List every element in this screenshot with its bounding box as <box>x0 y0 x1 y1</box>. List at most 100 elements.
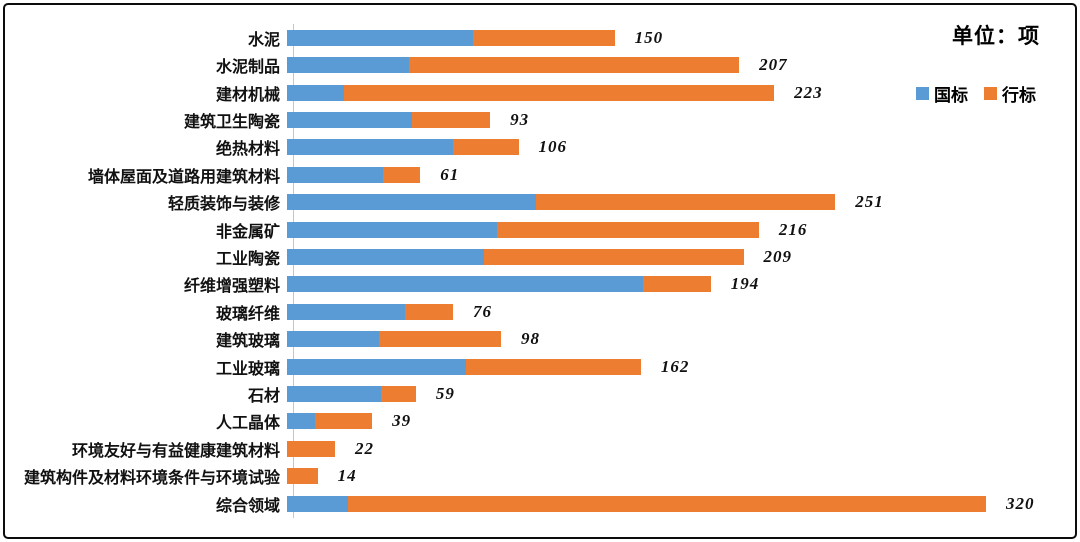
legend: 国标 行标 <box>916 81 1036 106</box>
bar-segment-国标 <box>287 111 412 128</box>
category-label: 建材机械 <box>215 86 280 104</box>
legend-label-guobiao: 国标 <box>934 86 968 105</box>
category-label: 综合领域 <box>215 497 280 515</box>
bar-segment-国标 <box>287 413 316 430</box>
total-value-label: 22 <box>355 438 375 458</box>
total-value-label: 61 <box>440 164 460 184</box>
chart-row: 建筑卫生陶瓷 93 <box>0 106 1080 133</box>
bar-segment-国标 <box>287 84 344 101</box>
total-value-label: 207 <box>759 55 788 75</box>
total-value-label: 162 <box>660 356 690 376</box>
bar-segment-行标 <box>348 495 986 512</box>
bar-segment-行标 <box>383 166 421 183</box>
bar-segment-行标 <box>378 331 502 348</box>
chart-row: 建筑构件及材料环境条件与环境试验 14 <box>0 463 1080 490</box>
bar-segment-国标 <box>287 166 384 183</box>
chart-row: 水泥制品 207 <box>0 51 1080 78</box>
stacked-bar <box>287 495 986 512</box>
legend-swatch-guobiao <box>916 87 929 100</box>
unit-label: 单位：项 <box>952 25 1040 48</box>
chart-row: 建筑玻璃 98 <box>0 325 1080 352</box>
bar-segment-行标 <box>466 358 641 375</box>
bar-segment-国标 <box>287 358 467 375</box>
y-axis-line <box>293 24 294 518</box>
stacked-bar <box>287 276 711 293</box>
chart-row: 轻质装饰与装修 251 <box>0 188 1080 215</box>
bar-segment-国标 <box>287 194 537 211</box>
bar-rows: 水泥 150 水泥制品 207 建材机械 223 建筑卫生陶瓷 93 绝热材料 106 墙体屋面及道… <box>0 24 1080 517</box>
category-label: 工业玻璃 <box>215 360 280 378</box>
stacked-bar <box>287 385 416 402</box>
stacked-bar <box>287 84 775 101</box>
total-value-label: 39 <box>392 411 412 431</box>
chart-row: 建材机械 223 <box>0 79 1080 106</box>
chart-row: 工业玻璃 162 <box>0 353 1080 380</box>
legend-item-hangbiao: 行标 <box>984 81 1036 106</box>
total-value-label: 76 <box>473 301 492 321</box>
stacked-bar <box>287 111 491 128</box>
stacked-bar <box>287 57 740 74</box>
stacked-bar <box>287 139 519 156</box>
bar-segment-行标 <box>472 29 615 46</box>
total-value-label: 14 <box>337 466 357 486</box>
category-label: 石材 <box>247 387 280 405</box>
stacked-bar <box>287 166 421 183</box>
bar-segment-国标 <box>287 385 381 402</box>
chart-row: 环境友好与有益健康建筑材料 22 <box>0 435 1080 462</box>
bar-segment-国标 <box>287 276 644 293</box>
bar-segment-国标 <box>287 139 453 156</box>
bar-segment-行标 <box>315 413 373 430</box>
total-value-label: 150 <box>634 27 664 47</box>
chart-row: 纤维增强塑料 194 <box>0 271 1080 298</box>
legend-label-hangbiao: 行标 <box>1002 86 1036 105</box>
legend-swatch-hangbiao <box>984 87 997 100</box>
bar-segment-行标 <box>411 111 491 128</box>
bar-segment-国标 <box>287 57 410 74</box>
stacked-bar <box>287 221 759 238</box>
category-label: 环境友好与有益健康建筑材料 <box>71 442 280 460</box>
bar-segment-行标 <box>536 194 836 211</box>
stacked-bar <box>287 331 502 348</box>
category-label: 建筑卫生陶瓷 <box>183 113 280 131</box>
bar-segment-行标 <box>287 440 336 457</box>
legend-item-guobiao: 国标 <box>916 81 968 106</box>
chart-row: 非金属矿 216 <box>0 216 1080 243</box>
bar-segment-行标 <box>343 84 775 101</box>
total-value-label: 209 <box>763 246 793 266</box>
stacked-bar <box>287 358 641 375</box>
stacked-bar <box>287 413 373 430</box>
bar-segment-国标 <box>287 248 484 265</box>
stacked-bar <box>287 194 836 211</box>
category-label: 墙体屋面及道路用建筑材料 <box>87 168 280 186</box>
bar-segment-国标 <box>287 303 405 320</box>
bar-segment-行标 <box>380 385 416 402</box>
total-value-label: 251 <box>855 192 884 212</box>
category-label: 建筑构件及材料环境条件与环境试验 <box>23 470 280 488</box>
bar-segment-行标 <box>483 248 744 265</box>
bar-segment-国标 <box>287 495 349 512</box>
chart-row: 综合领域 320 <box>0 490 1080 517</box>
chart-row: 绝热材料 106 <box>0 134 1080 161</box>
chart-row: 墙体屋面及道路用建筑材料 61 <box>0 161 1080 188</box>
stacked-bar <box>287 303 453 320</box>
bar-segment-行标 <box>496 221 759 238</box>
total-value-label: 106 <box>538 137 568 157</box>
chart-row: 玻璃纤维 76 <box>0 298 1080 325</box>
category-label: 水泥制品 <box>215 59 280 77</box>
total-value-label: 194 <box>730 274 760 294</box>
total-value-label: 59 <box>435 383 455 403</box>
category-label: 建筑玻璃 <box>215 333 280 351</box>
bar-segment-行标 <box>643 276 711 293</box>
total-value-label: 320 <box>1005 493 1035 513</box>
bar-segment-国标 <box>287 331 379 348</box>
category-label: 纤维增强塑料 <box>183 278 280 296</box>
total-value-label: 98 <box>521 329 541 349</box>
stacked-bar <box>287 440 336 457</box>
total-value-label: 93 <box>510 109 530 129</box>
category-label: 水泥 <box>247 31 280 49</box>
category-label: 工业陶瓷 <box>215 250 280 268</box>
bar-segment-行标 <box>453 139 519 156</box>
category-label: 非金属矿 <box>215 223 280 241</box>
stacked-bar <box>287 29 615 46</box>
category-label: 绝热材料 <box>215 141 280 159</box>
